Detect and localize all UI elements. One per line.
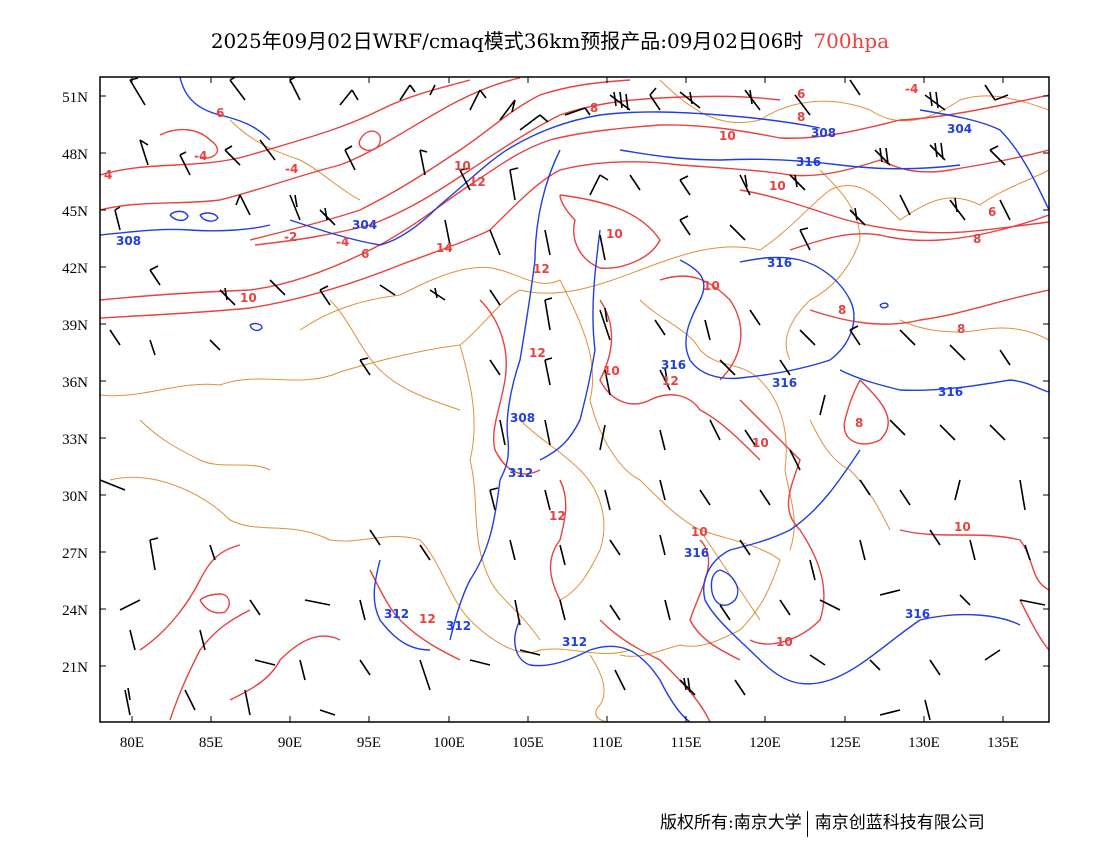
- lon-label: 110E: [591, 735, 622, 751]
- temp-label: 8: [590, 101, 598, 115]
- temp-label: 6: [361, 247, 369, 261]
- lat-label: 42N: [62, 261, 88, 277]
- temp-label: -4: [285, 162, 298, 176]
- temp-label: -4: [905, 82, 918, 96]
- company-text: 南京创蓝科技有限公司: [814, 813, 985, 833]
- geopotential-contour-layer: [100, 77, 1049, 722]
- geopotential-label-layer: 308 304 308 308 312 316 316 316 304 316 …: [116, 122, 972, 649]
- footer-divider: [806, 810, 808, 837]
- map-frame: [99, 76, 1050, 723]
- lon-label: 120E: [749, 735, 781, 751]
- copyright-footer: 版权所有:南京大学 南京创蓝科技有限公司: [660, 808, 985, 837]
- height-label: 304: [352, 218, 377, 232]
- height-label: 308: [116, 234, 141, 248]
- temp-label: 12: [662, 374, 679, 388]
- height-label: 304: [947, 122, 972, 136]
- lat-label: 36N: [62, 375, 88, 391]
- temp-label: 12: [533, 262, 550, 276]
- lon-label: 100E: [433, 735, 465, 751]
- temp-label: 10: [454, 159, 471, 173]
- temp-label: 8: [973, 232, 981, 246]
- lon-label: 135E: [987, 735, 1019, 751]
- temp-label: 10: [691, 525, 708, 539]
- temp-label: 10: [752, 436, 769, 450]
- height-label: 308: [811, 126, 836, 140]
- temp-label: 10: [769, 179, 786, 193]
- lat-label: 45N: [62, 204, 88, 220]
- height-label: 316: [905, 607, 930, 621]
- height-label: 316: [938, 385, 963, 399]
- lat-label: 21N: [62, 660, 88, 676]
- temp-label: 12: [529, 346, 546, 360]
- temp-label: 10: [776, 635, 793, 649]
- height-label: 316: [796, 155, 821, 169]
- map-title: 2025年09月02日WRF/cmaq模式36km预报产品:09月02日06时 7…: [0, 25, 1100, 54]
- height-label: 312: [562, 635, 587, 649]
- temp-label: 8: [855, 416, 863, 430]
- lon-label: 130E: [908, 735, 940, 751]
- temperature-contour-layer: [100, 77, 1049, 722]
- temp-label: 10: [954, 520, 971, 534]
- height-label: 312: [446, 619, 471, 633]
- lon-label: 85E: [199, 735, 223, 751]
- lat-label: 24N: [62, 603, 88, 619]
- temp-label: 10: [719, 129, 736, 143]
- lat-label: 30N: [62, 489, 88, 505]
- temp-label: 6: [216, 106, 224, 120]
- temp-label: 12: [469, 175, 486, 189]
- temp-label: 12: [419, 612, 436, 626]
- height-label: 312: [508, 466, 533, 480]
- lat-label: 39N: [62, 318, 88, 334]
- temp-label: 10: [240, 291, 257, 305]
- temp-label: 6: [797, 87, 805, 101]
- lon-label: 80E: [120, 735, 144, 751]
- temp-label: -2: [284, 230, 297, 244]
- height-label: 312: [384, 607, 409, 621]
- temp-label: 14: [436, 241, 453, 255]
- temp-label: 12: [549, 509, 566, 523]
- lat-label: 33N: [62, 432, 88, 448]
- temp-label: 6: [988, 205, 996, 219]
- temp-label: 8: [797, 110, 805, 124]
- title-main: 2025年09月02日WRF/cmaq模式36km预报产品:09月02日06时: [210, 29, 804, 53]
- wind-barb-layer: [100, 77, 1046, 721]
- height-label: 316: [684, 546, 709, 560]
- temp-label: 8: [838, 303, 846, 317]
- lat-label: 48N: [62, 147, 88, 163]
- longitude-axis: 80E 85E 90E 95E 100E 105E 110E 115E 120E…: [120, 735, 1019, 751]
- height-label: 316: [772, 376, 797, 390]
- copyright-text: 版权所有:南京大学: [660, 813, 802, 833]
- lat-label: 27N: [62, 546, 88, 562]
- lon-label: 125E: [829, 735, 861, 751]
- lat-label: 51N: [62, 90, 88, 106]
- temp-label: -4: [336, 235, 349, 249]
- boundary-layer: [100, 79, 1049, 722]
- lon-label: 115E: [670, 735, 701, 751]
- height-label: 316: [661, 358, 686, 372]
- axis-ticks: [100, 77, 1049, 722]
- pressure-level-label: 700hpa: [813, 29, 890, 53]
- lon-label: 105E: [512, 735, 544, 751]
- temp-label: 10: [703, 279, 720, 293]
- height-label: 316: [767, 256, 792, 270]
- temp-label: 8: [957, 322, 965, 336]
- temp-label: 10: [603, 364, 620, 378]
- temp-label: 10: [606, 227, 623, 241]
- latitude-axis: 51N 48N 45N 42N 39N 36N 33N 30N 27N 24N …: [62, 90, 88, 676]
- lon-label: 95E: [357, 735, 381, 751]
- temperature-label-layer: 6 6 8 -4 4 -4 -2 -4 6 10 12 10 14 10 12 …: [104, 82, 996, 649]
- lon-label: 90E: [278, 735, 302, 751]
- temp-label: -4: [194, 149, 207, 163]
- temp-label: 4: [104, 168, 112, 182]
- height-label: 308: [510, 411, 535, 425]
